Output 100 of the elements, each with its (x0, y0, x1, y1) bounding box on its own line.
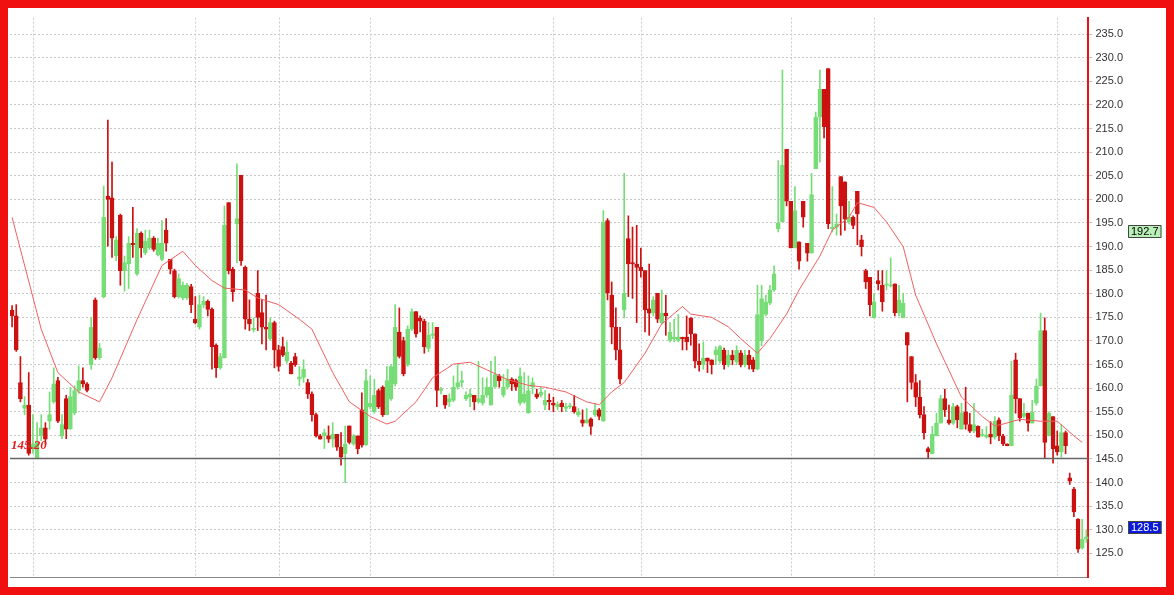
candlestick (1038, 312, 1043, 387)
candlestick (476, 360, 481, 404)
y-tick-label: 150.0 (1095, 428, 1123, 441)
candlestick (101, 185, 107, 299)
candlestick (630, 226, 635, 299)
y-tick-label: 135.0 (1095, 499, 1123, 512)
candlestick (426, 322, 431, 353)
candlestick (880, 270, 885, 312)
candlestick (459, 370, 465, 388)
candlestick (397, 307, 402, 359)
candlestick (651, 296, 656, 317)
candlestick (988, 421, 993, 445)
candlestick (526, 375, 531, 414)
candlestick (322, 428, 327, 449)
candlestick (775, 160, 781, 233)
candlestick (634, 224, 640, 323)
candlestick (505, 368, 510, 390)
candlestick (226, 202, 231, 275)
candlestick (201, 296, 206, 309)
y-tick-label: 230.0 (1095, 50, 1123, 63)
candlestick (18, 356, 23, 403)
y-tick-label: 180.0 (1095, 286, 1123, 299)
candlestick (759, 284, 764, 347)
candlestick (68, 386, 73, 430)
candlestick (93, 297, 98, 360)
candlestick (167, 258, 173, 275)
candlestick (621, 173, 627, 319)
candlestick (659, 289, 664, 325)
candlestick (805, 242, 810, 262)
y-tick-label: 165.0 (1095, 357, 1123, 370)
candlestick (143, 229, 148, 255)
y-tick-label: 125.0 (1095, 546, 1123, 559)
candlestick (1059, 424, 1064, 458)
candlestick (784, 148, 789, 207)
candlestick (780, 69, 785, 223)
candlestick (855, 190, 860, 245)
y-tick-label: 220.0 (1095, 97, 1123, 110)
candlestick (1063, 430, 1068, 455)
candlestick (959, 402, 964, 430)
candlestick (905, 332, 910, 403)
y-tick-label: 225.0 (1095, 74, 1123, 87)
candlestick (147, 229, 152, 250)
candlestick (551, 396, 556, 413)
candlestick (172, 268, 177, 299)
candlestick (1013, 352, 1018, 414)
candlestick (122, 255, 127, 292)
y-tick-label: 130.0 (1095, 522, 1123, 535)
text: 192.7 (1131, 225, 1159, 238)
candlestick (1009, 360, 1014, 447)
candlestick (192, 296, 198, 325)
candlestick (355, 435, 361, 455)
candlestick (884, 270, 889, 291)
candlestick (301, 359, 306, 383)
candlestick (1034, 378, 1039, 406)
candlestick (372, 378, 377, 414)
candlestick (555, 401, 560, 411)
candlestick (118, 213, 123, 286)
candlestick (176, 273, 181, 299)
y-tick-label: 195.0 (1095, 215, 1123, 228)
candlestick (151, 236, 156, 252)
candlestick (22, 396, 27, 415)
candlestick (626, 215, 631, 297)
candlestick (605, 218, 610, 301)
y-tick-label: 175.0 (1095, 310, 1123, 323)
candlestick (380, 385, 386, 417)
candlestick (809, 173, 814, 254)
candlestick (197, 294, 202, 330)
candlestick (730, 350, 735, 365)
candlestick (655, 292, 660, 323)
candlestick (480, 377, 485, 406)
candlestick (430, 322, 435, 339)
candlestick (859, 234, 864, 257)
candlestick (709, 359, 714, 375)
candlestick (576, 408, 581, 417)
candlestick (297, 366, 302, 387)
y-tick-label: 145.0 (1095, 452, 1123, 465)
candlestick (601, 210, 606, 422)
candlestick (351, 434, 356, 446)
candlestick (126, 236, 131, 289)
candlestick (47, 391, 52, 430)
y-tick-label: 235.0 (1095, 27, 1123, 40)
y-tick-label: 210.0 (1095, 145, 1123, 158)
candlestick (72, 385, 77, 415)
y-tick-label: 200.0 (1095, 192, 1123, 205)
candlestick (934, 412, 939, 437)
y-tick-label: 155.0 (1095, 404, 1123, 417)
candlestick (1084, 529, 1089, 543)
y-tick-label: 140.0 (1095, 475, 1123, 488)
candlestick (705, 357, 710, 373)
candlestick (984, 426, 989, 439)
text: 128.5 (1131, 521, 1159, 534)
y-tick-label: 170.0 (1095, 334, 1123, 346)
candlestick (247, 299, 252, 331)
candlestick (421, 318, 427, 354)
y-tick-label: 215.0 (1095, 121, 1123, 134)
candlestick (929, 426, 935, 455)
candlestick (451, 375, 456, 403)
candlestick (405, 325, 410, 367)
candlestick (684, 315, 689, 351)
candlestick (909, 356, 914, 390)
